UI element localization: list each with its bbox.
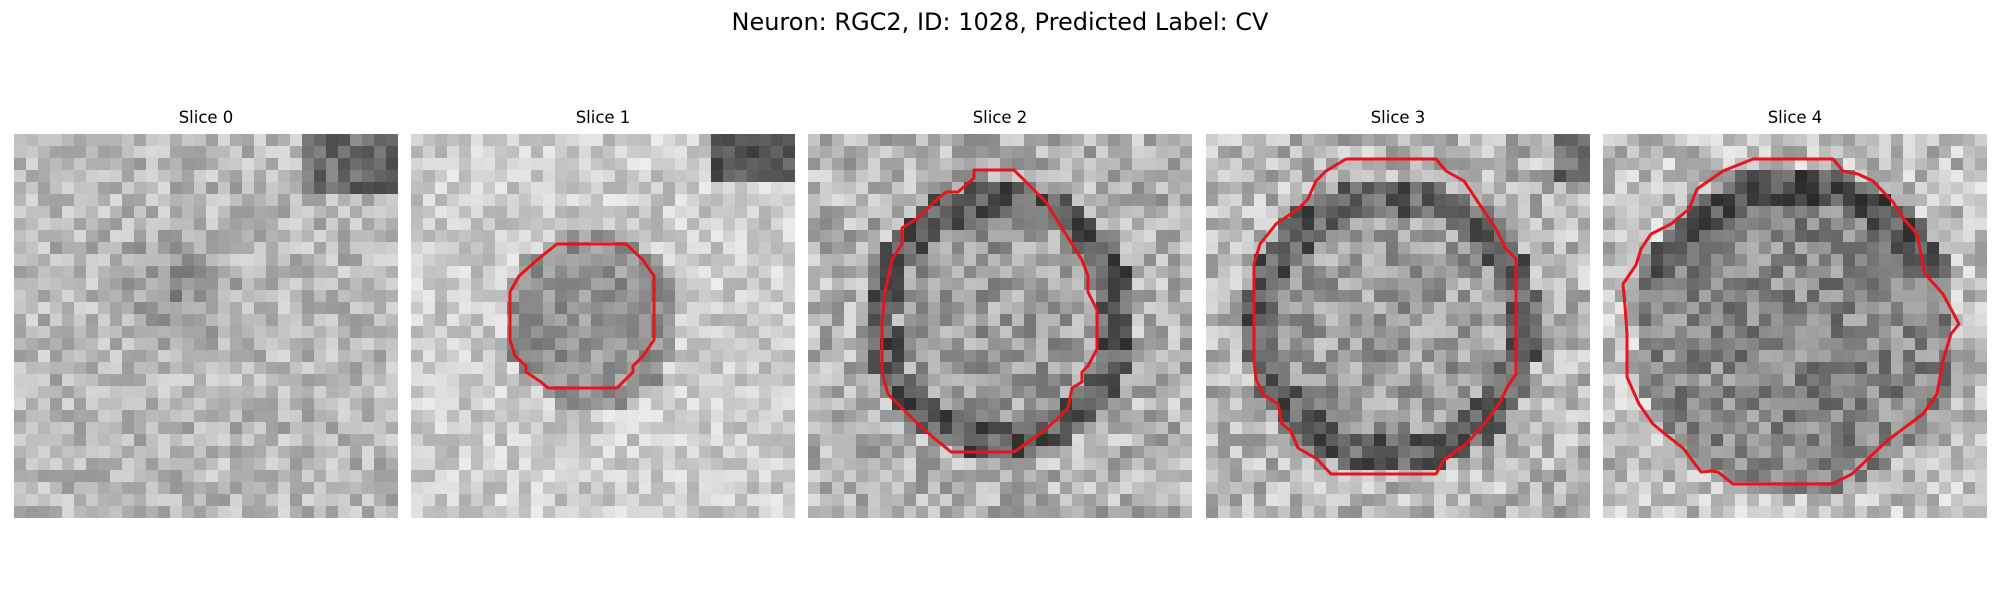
slice-pixels-1 — [411, 134, 795, 518]
slice-pixels-4 — [1603, 134, 1987, 518]
slice-image-1 — [411, 134, 795, 518]
slice-title-1: Slice 1 — [575, 108, 631, 127]
segmentation-contour-2 — [880, 168, 1099, 454]
slice-title-0: Slice 0 — [178, 108, 234, 127]
slice-image-2 — [808, 134, 1192, 518]
slice-pixels-3 — [1206, 134, 1590, 518]
slice-panel-3: Slice 3 — [1206, 108, 1590, 518]
slice-panel-2: Slice 2 — [808, 108, 1192, 518]
slice-panel-4: Slice 4 — [1603, 108, 1987, 518]
segmentation-contour-1 — [508, 242, 656, 390]
slice-title-2: Slice 2 — [972, 108, 1028, 127]
slice-title-3: Slice 3 — [1370, 108, 1426, 127]
figure-title: Neuron: RGC2, ID: 1028, Predicted Label:… — [731, 8, 1269, 36]
segmentation-contour-3 — [1252, 157, 1518, 476]
slice-pixels-0 — [14, 134, 398, 518]
slice-title-4: Slice 4 — [1767, 108, 1823, 127]
slice-image-3 — [1206, 134, 1590, 518]
slice-image-0 — [14, 134, 398, 518]
slice-panel-1: Slice 1 — [411, 108, 795, 518]
slice-image-4 — [1603, 134, 1987, 518]
segmentation-contour-4 — [1621, 157, 1961, 486]
slice-panel-0: Slice 0 — [14, 108, 398, 518]
slice-pixels-2 — [808, 134, 1192, 518]
